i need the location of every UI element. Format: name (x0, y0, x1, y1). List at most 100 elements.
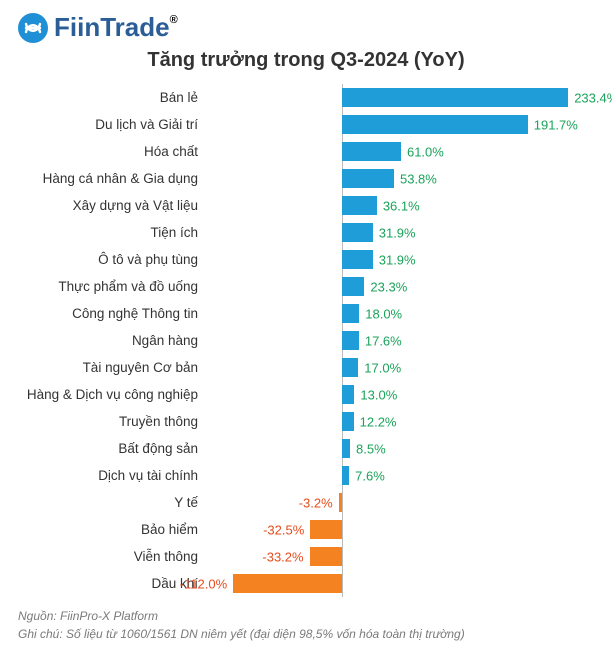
category-label: Dịch vụ tài chính (18, 468, 206, 483)
axis-zero (342, 489, 343, 516)
plot-area: -3.2% (206, 489, 594, 516)
plot-area: 23.3% (206, 273, 594, 300)
category-label: Tài nguyên Cơ bản (18, 360, 206, 375)
category-label: Ngân hàng (18, 333, 206, 348)
chart-row: Tài nguyên Cơ bản17.0% (18, 354, 594, 381)
value-label: 12.2% (360, 414, 397, 429)
bar (342, 304, 359, 323)
page: FiinTrade® Tăng trưởng trong Q3-2024 (Yo… (0, 0, 612, 657)
chart-row: Hàng cá nhân & Gia dụng 53.8% (18, 165, 594, 192)
chart-row: Ngân hàng 17.6% (18, 327, 594, 354)
chart-row: Dầu khí-112.0% (18, 570, 594, 597)
bar (310, 547, 342, 566)
category-label: Du lịch và Giải trí (18, 117, 206, 132)
value-label: -33.2% (262, 549, 303, 564)
plot-area: 53.8% (206, 165, 594, 192)
bar-chart: Bán lẻ233.4%Du lịch và Giải trí191.7%Hóa… (18, 84, 594, 597)
bar (233, 574, 342, 593)
brand-row: FiinTrade® (18, 12, 594, 43)
category-label: Bán lẻ (18, 90, 206, 105)
footer-source: Nguồn: FiinPro-X Platform (18, 607, 594, 625)
value-label: 17.6% (365, 333, 402, 348)
plot-area: 31.9% (206, 219, 594, 246)
value-label: 233.4% (574, 90, 612, 105)
category-label: Bất động sản (18, 441, 206, 456)
bar (342, 439, 350, 458)
value-label: -3.2% (299, 495, 333, 510)
value-label: 53.8% (400, 171, 437, 186)
value-label: 36.1% (383, 198, 420, 213)
category-label: Xây dựng và Vật liệu (18, 198, 206, 213)
plot-area: 31.9% (206, 246, 594, 273)
footer-note: Ghi chú: Số liệu từ 1060/1561 DN niêm yế… (18, 625, 594, 643)
chart-row: Tiện ích31.9% (18, 219, 594, 246)
category-label: Bảo hiểm (18, 522, 206, 537)
plot-area: 233.4% (206, 84, 594, 111)
value-label: 23.3% (370, 279, 407, 294)
bar (342, 331, 359, 350)
bar (342, 223, 373, 242)
plot-area: 12.2% (206, 408, 594, 435)
plot-area: -112.0% (206, 570, 594, 597)
chart-row: Bất động sản8.5% (18, 435, 594, 462)
value-label: 61.0% (407, 144, 444, 159)
category-label: Viễn thông (18, 549, 206, 564)
bar (342, 142, 401, 161)
chart-row: Bán lẻ233.4% (18, 84, 594, 111)
category-label: Hàng cá nhân & Gia dụng (18, 171, 206, 186)
brand-reg: ® (170, 14, 178, 26)
category-label: Truyền thông (18, 414, 206, 429)
bar (342, 466, 349, 485)
plot-area: 61.0% (206, 138, 594, 165)
axis-zero (342, 516, 343, 543)
plot-area: 13.0% (206, 381, 594, 408)
value-label: -32.5% (263, 522, 304, 537)
category-label: Hóa chất (18, 144, 206, 159)
chart-row: Du lịch và Giải trí 191.7% (18, 111, 594, 138)
plot-area: 18.0% (206, 300, 594, 327)
category-label: Y tế (18, 495, 206, 510)
value-label: 18.0% (365, 306, 402, 321)
category-label: Thực phẩm và đồ uống (18, 279, 206, 294)
value-label: 191.7% (534, 117, 578, 132)
axis-zero (342, 543, 343, 570)
value-label: 13.0% (360, 387, 397, 402)
bar (339, 493, 342, 512)
value-label: 31.9% (379, 252, 416, 267)
plot-area: 7.6% (206, 462, 594, 489)
bar (342, 412, 354, 431)
plot-area: -33.2% (206, 543, 594, 570)
category-label: Dầu khí (18, 576, 206, 591)
bar (342, 196, 377, 215)
plot-area: 8.5% (206, 435, 594, 462)
bar (342, 169, 394, 188)
value-label: 7.6% (355, 468, 385, 483)
category-label: Công nghệ Thông tin (18, 306, 206, 321)
chart-row: Hàng & Dịch vụ công nghiệp 13.0% (18, 381, 594, 408)
chart-row: Truyền thông 12.2% (18, 408, 594, 435)
chart-row: Viễn thông -33.2% (18, 543, 594, 570)
plot-area: 17.6% (206, 327, 594, 354)
bar (342, 115, 528, 134)
chart-title: Tăng trưởng trong Q3-2024 (YoY) (18, 49, 594, 72)
plot-area: 36.1% (206, 192, 594, 219)
brand-name: FiinTrade® (54, 12, 178, 43)
bar (342, 277, 365, 296)
bar (342, 250, 373, 269)
bar (342, 358, 358, 377)
chart-row: Ô tô và phụ tùng31.9% (18, 246, 594, 273)
value-label: -112.0% (180, 576, 227, 591)
bar (342, 88, 568, 107)
chart-row: Dịch vụ tài chính 7.6% (18, 462, 594, 489)
plot-area: 191.7% (206, 111, 594, 138)
chart-row: Bảo hiểm -32.5% (18, 516, 594, 543)
chart-row: Xây dựng và Vật liệu 36.1% (18, 192, 594, 219)
chart-row: Hóa chất 61.0% (18, 138, 594, 165)
bar (310, 520, 342, 539)
category-label: Tiện ích (18, 225, 206, 240)
footer: Nguồn: FiinPro-X Platform Ghi chú: Số li… (18, 607, 594, 643)
chart-row: Công nghệ Thông tin 18.0% (18, 300, 594, 327)
bar (342, 385, 355, 404)
category-label: Hàng & Dịch vụ công nghiệp (18, 387, 206, 402)
axis-zero (342, 570, 343, 597)
